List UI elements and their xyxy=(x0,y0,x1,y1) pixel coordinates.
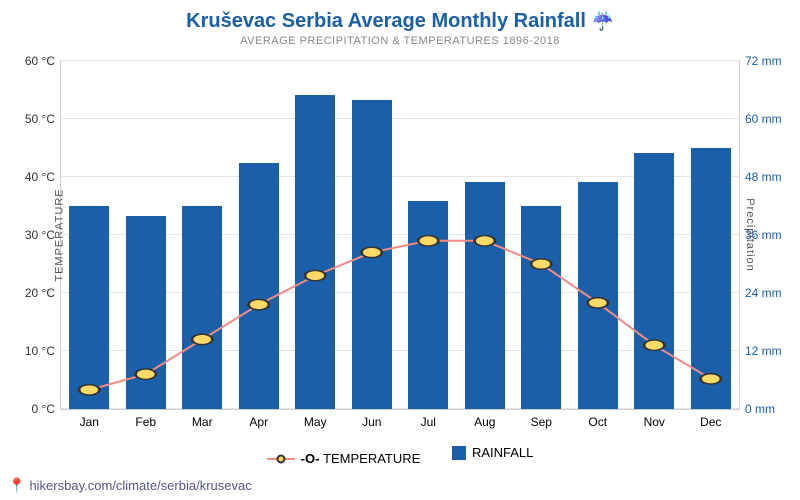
ytick-left: 50 °C xyxy=(25,112,61,126)
left-axis-label: TEMPERATURE xyxy=(54,188,66,281)
pin-icon: 📍 xyxy=(8,477,25,494)
temperature-marker xyxy=(475,236,495,246)
ytick-left: 40 °C xyxy=(25,170,61,184)
temperature-marker xyxy=(701,374,721,384)
xtick: Dec xyxy=(700,409,721,429)
temperature-marker xyxy=(588,298,608,308)
legend-label-temperature: TEMPERATURE xyxy=(323,451,420,466)
chart-title: Kruševac Serbia Average Monthly Rainfall… xyxy=(0,0,800,33)
xtick: Nov xyxy=(644,409,665,429)
temperature-marker xyxy=(362,247,382,257)
xtick: Jul xyxy=(421,409,436,429)
xtick: Aug xyxy=(474,409,495,429)
xtick: Oct xyxy=(588,409,607,429)
temperature-marker xyxy=(192,334,212,344)
temperature-marker xyxy=(531,259,551,269)
temperature-line xyxy=(61,61,739,409)
ytick-right: 72 mm xyxy=(739,54,782,68)
xtick: Sep xyxy=(531,409,552,429)
ytick-right: 12 mm xyxy=(739,344,782,358)
temperature-marker xyxy=(249,299,269,309)
xtick: Jan xyxy=(80,409,99,429)
xtick: Feb xyxy=(135,409,156,429)
ytick-left: 0 °C xyxy=(32,402,61,416)
ytick-left: 10 °C xyxy=(25,344,61,358)
legend: -O- TEMPERATURE RAINFALL xyxy=(0,445,800,466)
temperature-marker xyxy=(418,236,438,246)
chart-plot-area: 0 °C10 °C20 °C30 °C40 °C50 °C60 °C0 mm12… xyxy=(60,60,740,410)
ytick-left: 20 °C xyxy=(25,286,61,300)
source-url: hikersbay.com/climate/serbia/krusevac xyxy=(29,478,251,493)
ytick-right: 0 mm xyxy=(739,402,775,416)
legend-item-temperature: -O- TEMPERATURE xyxy=(267,451,421,466)
xtick: May xyxy=(304,409,327,429)
legend-label-rainfall: RAINFALL xyxy=(472,445,533,460)
title-text: Kruševac Serbia Average Monthly Rainfall xyxy=(186,10,586,32)
source-footer: 📍 hikersbay.com/climate/serbia/krusevac xyxy=(8,477,252,494)
right-axis-label: Precipitation xyxy=(744,198,756,272)
ytick-right: 60 mm xyxy=(739,112,782,126)
temperature-marker xyxy=(644,340,664,350)
xtick: Jun xyxy=(362,409,381,429)
ytick-right: 48 mm xyxy=(739,170,782,184)
temperature-marker xyxy=(79,385,99,395)
temperature-marker xyxy=(136,369,156,379)
chart-subtitle: AVERAGE PRECIPITATION & TEMPERATURES 189… xyxy=(0,35,800,47)
legend-item-rainfall: RAINFALL xyxy=(452,445,533,460)
umbrella-icon: ☔ xyxy=(591,11,613,31)
ytick-right: 24 mm xyxy=(739,286,782,300)
temperature-marker xyxy=(305,270,325,280)
xtick: Mar xyxy=(192,409,213,429)
ytick-left: 60 °C xyxy=(25,54,61,68)
xtick: Apr xyxy=(249,409,268,429)
